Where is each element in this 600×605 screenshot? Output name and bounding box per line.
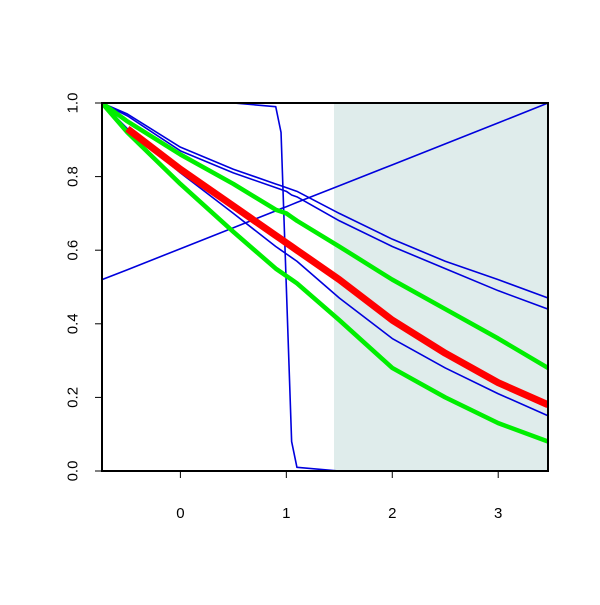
series-line	[102, 103, 548, 471]
y-tick-label: 0.0	[64, 461, 81, 482]
plot-area	[102, 103, 548, 471]
axes: 0 1 2 3 0.0 0.2 0.4 0.6 0.8 1.0	[64, 93, 549, 522]
y-tick-label: 0.8	[64, 166, 81, 187]
series-line	[102, 103, 548, 299]
plot-frame	[101, 102, 549, 472]
y-tick-label: 0.4	[64, 313, 81, 334]
shaded-region	[334, 103, 548, 471]
series-line	[102, 103, 548, 281]
series-line	[102, 103, 548, 444]
x-tick-label: 3	[494, 505, 502, 522]
y-tick-label: 1.0	[64, 93, 81, 114]
x-tick-label: 2	[388, 505, 396, 522]
x-tick-label: 0	[176, 505, 184, 522]
series-line	[102, 103, 548, 310]
y-tick-label: 0.2	[64, 387, 81, 408]
y-tick-label: 0.6	[64, 240, 81, 261]
series-line	[102, 103, 548, 370]
x-tick-label: 1	[282, 505, 290, 522]
series-line	[102, 103, 548, 417]
series-line	[125, 125, 548, 408]
